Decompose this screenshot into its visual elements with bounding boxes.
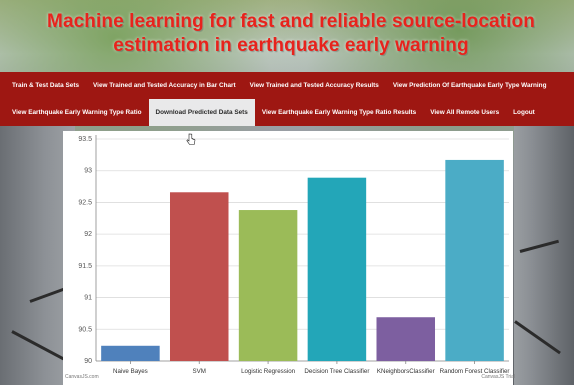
y-tick-label: 92.5 (78, 199, 92, 206)
accuracy-chart: 90 90.5 91 91.5 92 92.5 93 93.5 Naive Bayes SVM Lo… (63, 131, 515, 385)
y-tick-label: 91.5 (78, 263, 92, 270)
chart-bar (445, 159, 504, 361)
nav-item-accuracy-bar-chart[interactable]: View Trained and Tested Accuracy in Bar … (93, 82, 236, 89)
chart-bar (307, 177, 367, 361)
x-tick-label: Logistic Regression (241, 368, 296, 375)
y-tick-label: 93.5 (78, 136, 92, 143)
x-tick-label: Random Forest Classifier (440, 368, 510, 375)
nav-item-accuracy-results[interactable]: View Trained and Tested Accuracy Results (249, 82, 379, 89)
nav-item-logout[interactable]: Logout (513, 109, 535, 116)
y-tick-label: 90.5 (78, 326, 92, 333)
chart-canvas: 90 90.5 91 91.5 92 92.5 93 93.5 Naive Bayes SVM Lo… (78, 135, 510, 375)
nav-item-warning-type-ratio[interactable]: View Earthquake Early Warning Type Ratio (12, 109, 142, 116)
nav-row-1: Train & Test Data Sets View Trained and … (0, 72, 554, 99)
x-tick-label: SVM (193, 368, 206, 375)
y-tick-label: 90 (84, 358, 92, 365)
nav-item-prediction-warning-type[interactable]: View Prediction Of Earthquake Early Type… (392, 82, 547, 89)
y-tick-label: 92 (84, 231, 92, 238)
nav-item-remote-users[interactable]: View All Remote Users (430, 109, 500, 116)
chart-bar (238, 210, 298, 361)
chart-bar (169, 192, 229, 361)
chart-bar (376, 317, 436, 361)
x-tick-label: Decision Tree Classifier (304, 368, 369, 375)
mouse-pointer-icon (186, 133, 196, 145)
x-tick-label: Naive Bayes (113, 368, 148, 375)
background-road-left (0, 120, 75, 385)
chart-credit[interactable]: CanvasJS.com (65, 374, 99, 380)
page-title: Machine learning for fast and reliable s… (47, 11, 535, 56)
chart-bar (101, 345, 160, 361)
x-tick-label: KNeighborsClassifier (377, 368, 435, 375)
nav-row-2: View Earthquake Early Warning Type Ratio… (0, 99, 542, 126)
y-tick-label: 91 (84, 295, 92, 302)
background-road-right (514, 120, 574, 385)
chart-trial-notice: CanvasJS Trial (481, 374, 515, 380)
main-nav: Train & Test Data Sets View Trained and … (0, 72, 574, 126)
nav-item-warning-type-ratio-results[interactable]: View Earthquake Early Warning Type Ratio… (261, 109, 417, 116)
nav-item-download-predicted-data-sets[interactable]: Download Predicted Data Sets (148, 99, 255, 126)
y-tick-label: 93 (84, 168, 92, 175)
header: Machine learning for fast and reliable s… (0, 0, 574, 70)
nav-item-train-test-data-sets[interactable]: Train & Test Data Sets (12, 82, 80, 89)
